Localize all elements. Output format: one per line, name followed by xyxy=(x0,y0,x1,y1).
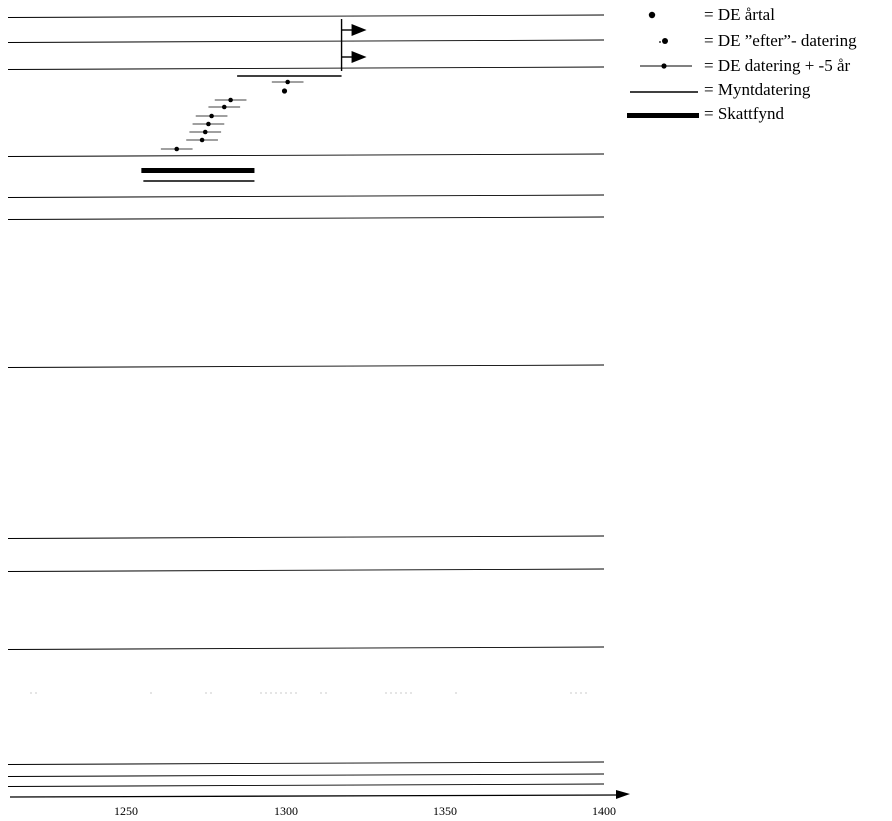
data-marks xyxy=(30,19,590,694)
row-line-10 xyxy=(7,646,605,650)
after-arrow-head-row-1 xyxy=(351,24,367,36)
legend-label: = Skattfynd xyxy=(704,104,784,123)
de-range-point-1 xyxy=(285,79,290,85)
row-line-6 xyxy=(7,216,605,220)
dot-icon xyxy=(648,11,656,19)
x-axis-tick-labels: 1250 1300 1350 1400 xyxy=(114,804,616,818)
x-tick-label-1300: 1300 xyxy=(274,804,298,818)
row-line-3 xyxy=(7,66,605,70)
legend-label: = Myntdatering xyxy=(704,80,811,99)
x-axis-line xyxy=(9,794,618,798)
legend-label: = DE årtal xyxy=(704,5,775,24)
dot-after-icon xyxy=(659,38,668,44)
after-arrow-head-row-2 xyxy=(351,51,367,63)
legend-item-coin-dating: = Myntdatering xyxy=(620,79,892,101)
row-line-8 xyxy=(7,535,605,539)
legend-label: = DE datering + -5 år xyxy=(704,56,851,75)
thin-line-icon xyxy=(630,91,698,93)
de-range-point-8 xyxy=(199,137,205,143)
de-range-point-4 xyxy=(221,104,227,110)
legend-item-de-range: = DE datering + -5 år xyxy=(620,55,892,77)
de-range-point-5 xyxy=(209,113,214,119)
x-tick-label-1350: 1350 xyxy=(433,804,457,818)
dot-range-icon xyxy=(640,63,692,69)
de-range-point-9 xyxy=(174,146,180,152)
de-range-point-6 xyxy=(206,121,211,127)
de-year-point-2 xyxy=(281,88,288,94)
legend-item-de-after: = DE ”efter”- datering xyxy=(620,30,892,52)
x-tick-label-1400: 1400 xyxy=(592,804,616,818)
x-axis-arrowhead xyxy=(616,790,630,799)
row-line-5 xyxy=(7,194,605,198)
row-line-7 xyxy=(7,364,605,368)
x-tick-label-1250: 1250 xyxy=(114,804,138,818)
row-line-4 xyxy=(7,153,605,157)
row-line-11 xyxy=(7,761,605,765)
row-line-2 xyxy=(7,39,605,43)
row-line-1 xyxy=(7,14,605,18)
legend-item-hoard: = Skattfynd xyxy=(620,103,892,125)
x-axis xyxy=(9,790,630,799)
legend-item-de-year: = DE årtal xyxy=(620,4,892,26)
row-line-9 xyxy=(7,568,605,572)
row-separator-lines xyxy=(7,14,605,787)
row-line-13 xyxy=(7,783,605,787)
legend-label: = DE ”efter”- datering xyxy=(704,31,857,50)
hoard-bar xyxy=(141,168,255,173)
thick-line-icon xyxy=(627,113,699,118)
row-line-12 xyxy=(7,773,605,777)
de-range-point-7 xyxy=(202,129,208,135)
de-range-point-3 xyxy=(228,97,233,103)
